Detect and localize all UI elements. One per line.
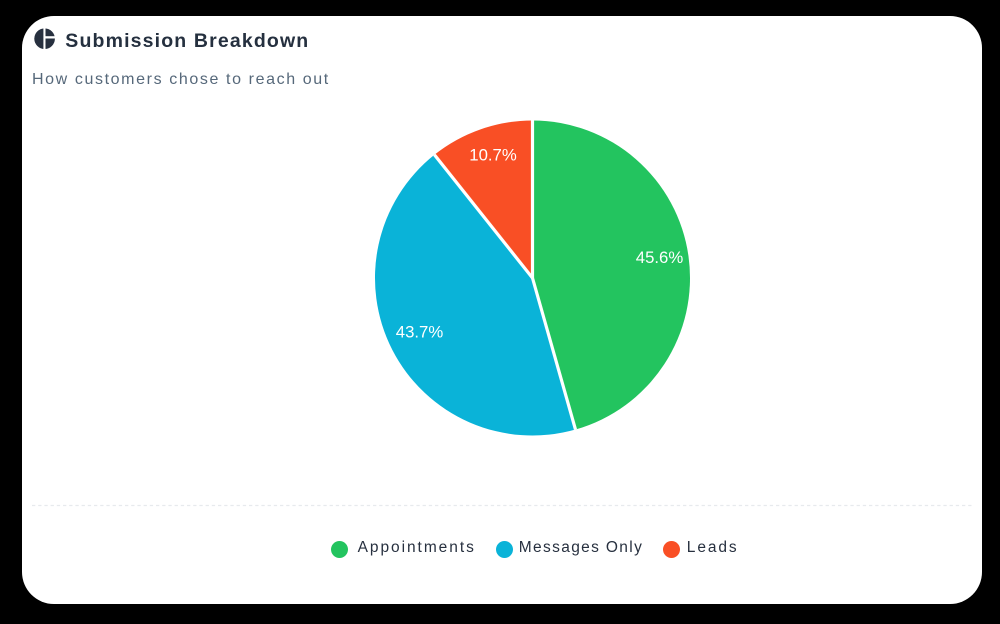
svg-text:10.7%: 10.7% [469,146,517,165]
svg-text:45.6%: 45.6% [636,248,684,267]
svg-text:43.7%: 43.7% [396,322,444,341]
